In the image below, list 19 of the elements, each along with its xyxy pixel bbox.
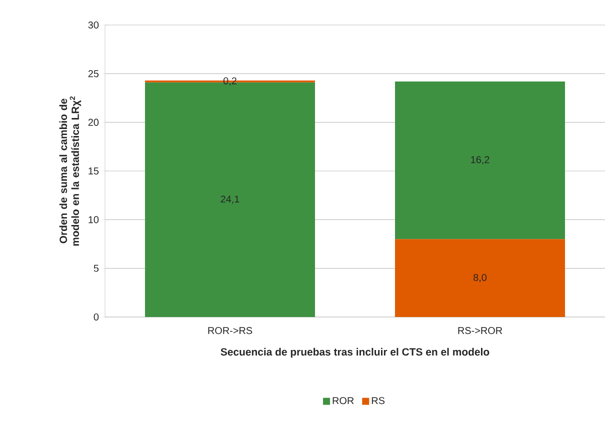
bar [395,81,566,240]
x-tick-label: RS->ROR [458,327,502,334]
data-label: 24,1 [220,196,240,204]
y-tick-label: 15 [88,168,99,174]
y-tick-label: 25 [88,70,99,78]
x-tick-label: ROR->RS [208,327,252,334]
y-tick-label: 30 [88,21,99,29]
y-axis-title: Orden de suma al cambio de modelo en la estadística LRχ$^{2}$ [59,96,82,246]
data-label: 8,0 [474,274,487,282]
legend-label: ROR [332,397,354,404]
data-label: 0,2 [223,77,236,86]
legend-label: RS [372,397,385,404]
y-tick-label: 5 [94,264,99,272]
y-tick-label: 0 [94,313,99,321]
x-axis-title: Secuencia de pruebas tras incluir el CTS en el modelo [220,348,490,358]
y-tick-label: 20 [88,118,99,126]
bar [395,239,566,317]
data-label: 16,2 [471,156,490,164]
y-tick-label: 10 [88,216,99,224]
